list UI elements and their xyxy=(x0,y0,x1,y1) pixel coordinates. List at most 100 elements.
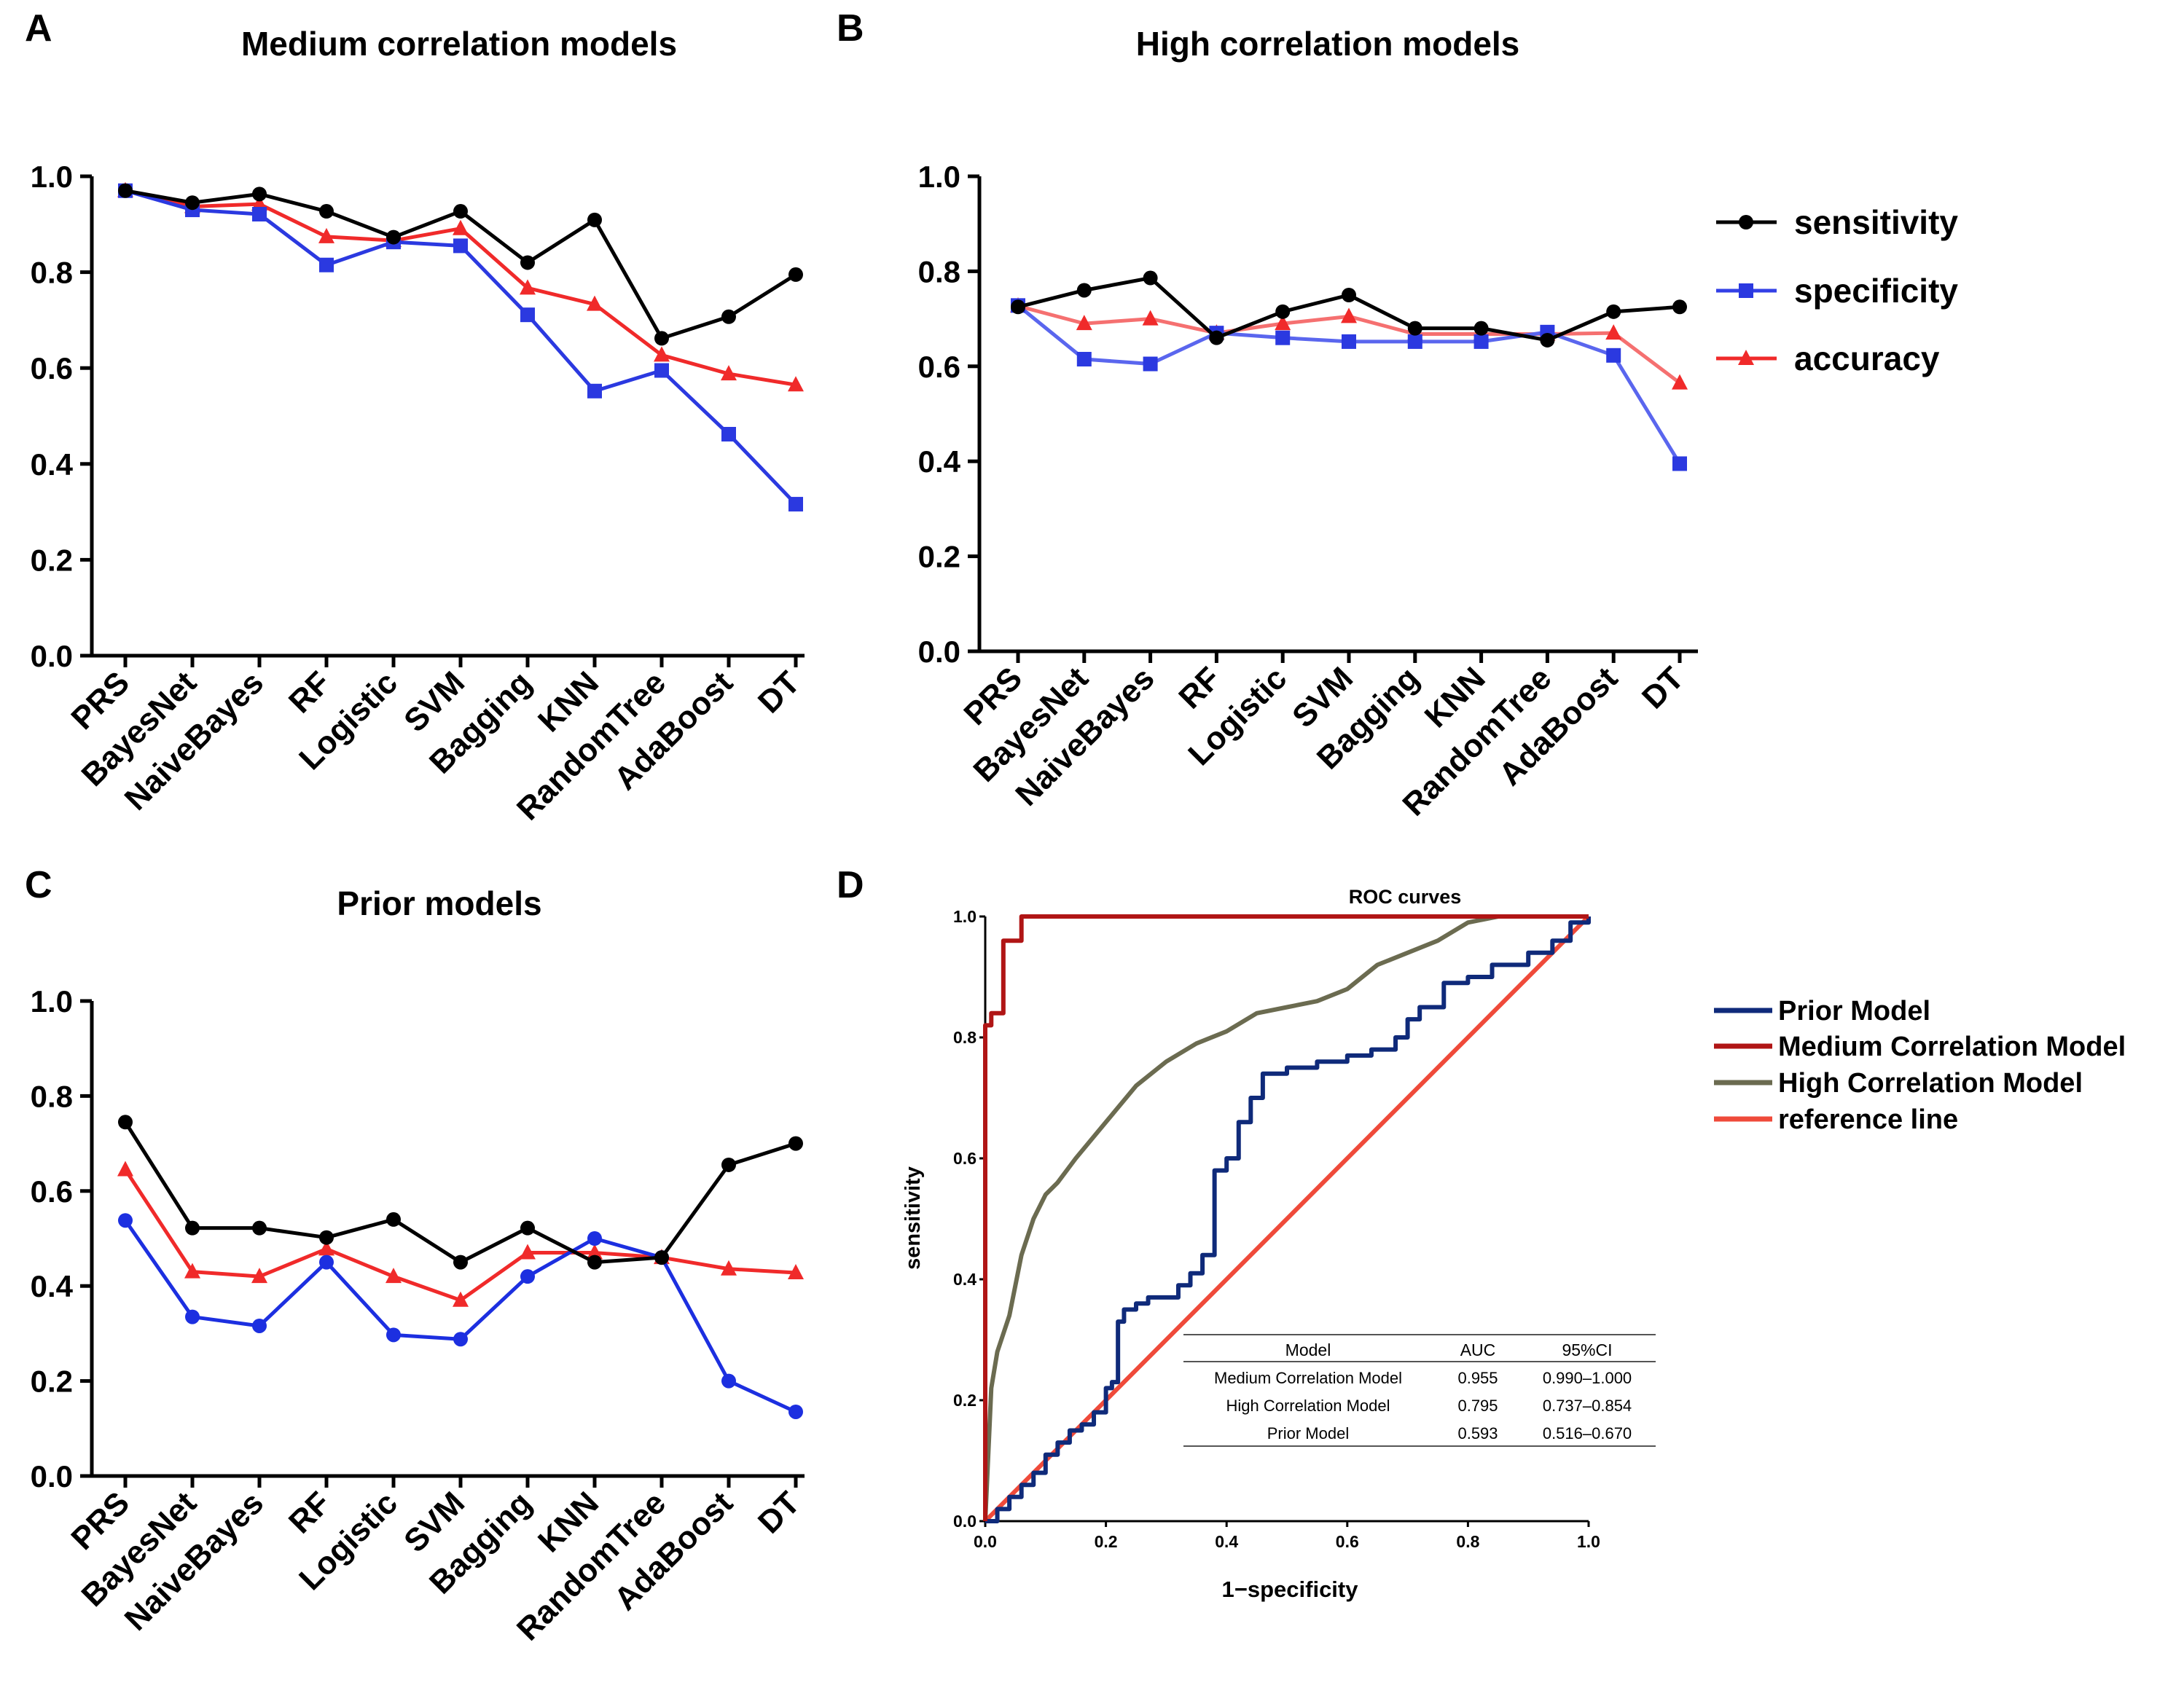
auc-header-model: Model xyxy=(1285,1340,1331,1359)
legend-specificity-label: specificity xyxy=(1794,272,1958,310)
y-tick-label: 1.0 xyxy=(31,984,73,1018)
legend-sensitivity-marker xyxy=(1739,215,1753,229)
point-sensitivity xyxy=(118,1115,133,1130)
point-sensitivity xyxy=(1209,330,1224,345)
point-sensitivity xyxy=(654,1250,669,1265)
point-sensitivity xyxy=(252,1220,267,1236)
point-accuracy xyxy=(520,1244,536,1260)
auc-row-ci: 0.990–1.000 xyxy=(1543,1369,1632,1387)
auc-header-ci: 95%CI xyxy=(1562,1340,1612,1359)
series-line-accuracy xyxy=(125,189,797,387)
panel-b-title: High correlation models xyxy=(1136,25,1520,63)
point-sensitivity xyxy=(1143,270,1158,286)
point-sensitivity xyxy=(1473,321,1489,336)
auc-row-model: High Correlation Model xyxy=(1226,1397,1390,1415)
roc-x-tick-label: 0.6 xyxy=(1336,1532,1359,1551)
auc-header-auc: AUC xyxy=(1460,1340,1496,1359)
x-tick-label: DT xyxy=(751,664,807,720)
point-sensitivity xyxy=(721,1157,736,1172)
point-specificity xyxy=(1407,334,1422,349)
point-sensitivity xyxy=(1076,283,1092,298)
auc-table: Model AUC 95%CI Medium Correlation Model… xyxy=(1183,1334,1656,1447)
point-sensitivity xyxy=(252,187,267,202)
point-accuracy xyxy=(721,1260,737,1276)
point-specificity xyxy=(319,1255,334,1270)
point-sensitivity xyxy=(453,204,468,219)
point-specificity xyxy=(1473,334,1489,349)
point-sensitivity xyxy=(1011,299,1025,315)
x-tick-label: DT xyxy=(751,1485,807,1540)
point-accuracy xyxy=(385,1268,402,1284)
point-sensitivity xyxy=(319,1230,334,1245)
point-sensitivity xyxy=(1407,321,1422,336)
y-tick-label: 0.0 xyxy=(31,1459,73,1493)
point-specificity xyxy=(788,1404,803,1419)
point-specificity xyxy=(587,383,602,399)
roc-y-tick-label: 0.6 xyxy=(953,1149,976,1168)
panel-letter-c: C xyxy=(25,864,52,906)
point-specificity xyxy=(1606,348,1621,363)
point-accuracy xyxy=(1341,307,1357,323)
x-tick-label: RF xyxy=(282,664,337,720)
y-tick-label: 0.4 xyxy=(31,447,74,482)
metrics-legend: sensitivity specificity accuracy xyxy=(1716,203,1958,377)
point-specificity xyxy=(118,1213,133,1228)
roc-curve-prior-model xyxy=(985,916,1591,1523)
point-accuracy xyxy=(587,295,603,311)
y-tick-label: 0.2 xyxy=(31,543,73,577)
roc-legend-reference-label: reference line xyxy=(1778,1104,1958,1135)
panel-d-plot: 0.0 0.2 0.4 0.6 0.8 1.0 0.0 0.2 0.4 0.6 0.8 1.0 xyxy=(953,907,1600,1551)
y-tick-label: 0.8 xyxy=(31,256,73,290)
point-sensitivity xyxy=(386,1212,401,1227)
roc-x-tick-label: 0.0 xyxy=(974,1532,997,1551)
point-accuracy xyxy=(1275,315,1291,331)
panel-d-title: ROC curves xyxy=(1349,886,1462,908)
auc-row-model: Prior Model xyxy=(1267,1424,1349,1442)
series-line-sensitivity xyxy=(123,1120,797,1265)
roc-curve-reference-line xyxy=(983,914,1591,1523)
y-tick-label: 1.0 xyxy=(31,160,73,194)
series-line-accuracy xyxy=(123,1169,797,1303)
point-specificity xyxy=(252,206,267,221)
point-specificity xyxy=(721,1373,736,1389)
roc-legend-high-label: High Correlation Model xyxy=(1778,1068,2083,1099)
point-accuracy xyxy=(318,227,334,243)
point-sensitivity xyxy=(319,204,334,219)
legend-sensitivity-label: sensitivity xyxy=(1794,203,1958,241)
point-specificity xyxy=(520,307,535,323)
y-tick-label: 0.2 xyxy=(918,540,960,574)
point-sensitivity xyxy=(587,212,602,227)
x-tick-label: RF xyxy=(282,1485,337,1540)
y-tick-label: 0.4 xyxy=(31,1269,74,1303)
roc-x-tick-label: 0.2 xyxy=(1095,1532,1118,1551)
point-accuracy xyxy=(520,279,536,295)
x-tick-label: RF xyxy=(1172,660,1227,715)
panel-c-title: Prior models xyxy=(337,884,541,922)
point-specificity xyxy=(252,1318,267,1333)
roc-y-tick-label: 0.0 xyxy=(953,1512,976,1531)
point-specificity xyxy=(319,257,334,272)
point-sensitivity xyxy=(453,1255,468,1270)
roc-x-tick-label: 0.8 xyxy=(1456,1532,1479,1551)
point-specificity xyxy=(1143,356,1158,372)
point-accuracy xyxy=(587,1244,603,1260)
y-tick-label: 0.8 xyxy=(31,1079,73,1113)
roc-x-tick-label: 1.0 xyxy=(1577,1532,1600,1551)
point-sensitivity xyxy=(721,309,736,324)
point-specificity xyxy=(721,427,736,442)
y-tick-label: 0.4 xyxy=(918,444,961,479)
point-specificity xyxy=(1672,456,1687,471)
legend-specificity-marker xyxy=(1739,283,1753,298)
auc-row-model: Medium Correlation Model xyxy=(1214,1369,1402,1387)
auc-row-auc: 0.955 xyxy=(1457,1369,1498,1387)
point-accuracy xyxy=(1605,324,1622,340)
point-specificity xyxy=(453,1332,468,1347)
panel-letter-d: D xyxy=(837,864,864,906)
roc-y-tick-label: 1.0 xyxy=(953,907,976,926)
point-sensitivity xyxy=(1606,304,1621,319)
point-accuracy xyxy=(453,219,469,235)
